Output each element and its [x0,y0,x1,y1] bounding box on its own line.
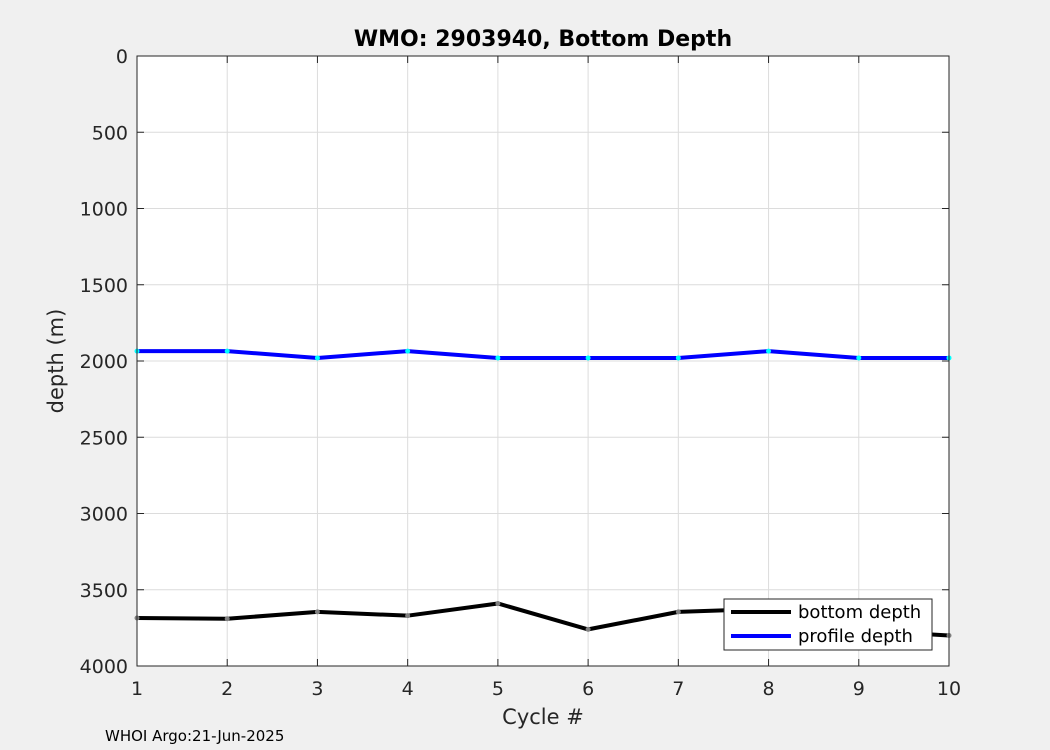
y-tick-label: 2000 [80,351,128,373]
footer-credit: WHOI Argo:21-Jun-2025 [105,727,284,745]
legend-label-bottom-depth: bottom depth [798,602,921,623]
y-tick-label: 2500 [80,427,128,449]
y-tick-labels: 0 500 1000 1500 2000 2500 3000 3500 4000 [80,46,128,678]
x-tick-label: 1 [131,678,143,700]
x-tick-label: 2 [221,678,233,700]
y-tick-label: 1000 [80,199,128,221]
x-tick-label: 10 [937,678,961,700]
data-point-profile-depth [314,355,320,361]
x-tick-label: 8 [763,678,775,700]
data-point-profile-depth [675,355,681,361]
y-tick-label: 0 [116,46,128,68]
data-point-profile-depth [856,355,862,361]
x-tick-label: 5 [492,678,504,700]
x-tick-label: 3 [311,678,323,700]
data-point-bottom-depth [675,609,681,615]
y-tick-label: 3000 [80,504,128,526]
data-point-profile-depth [224,348,230,354]
y-tick-label: 3500 [80,580,128,602]
data-point-bottom-depth [495,600,501,606]
x-tick-label: 4 [402,678,414,700]
data-point-profile-depth [766,348,772,354]
data-point-bottom-depth [224,616,230,622]
x-tick-label: 9 [853,678,865,700]
legend-label-profile-depth: profile depth [798,626,913,647]
series-line-profile-depth [137,349,949,360]
x-tick-label: 7 [672,678,684,700]
data-point-profile-depth [405,348,411,354]
ticks [136,55,950,667]
chart-title: WMO: 2903940, Bottom Depth [354,27,732,52]
data-point-bottom-depth [405,613,411,619]
x-tick-labels: 1 2 3 4 5 6 7 8 9 10 [131,678,961,700]
y-tick-label: 500 [92,122,128,144]
x-axis-label: Cycle # [502,705,584,729]
x-tick-label: 6 [582,678,594,700]
data-point-profile-depth [495,355,501,361]
data-point-profile-depth [585,355,591,361]
data-point-bottom-depth [585,626,591,632]
legend: bottom depth profile depth [723,598,933,651]
legend-box [723,598,933,651]
y-axis-label: depth (m) [44,309,68,414]
y-tick-label: 1500 [80,275,128,297]
data-point-bottom-depth [314,609,320,615]
y-tick-label: 4000 [80,656,128,678]
